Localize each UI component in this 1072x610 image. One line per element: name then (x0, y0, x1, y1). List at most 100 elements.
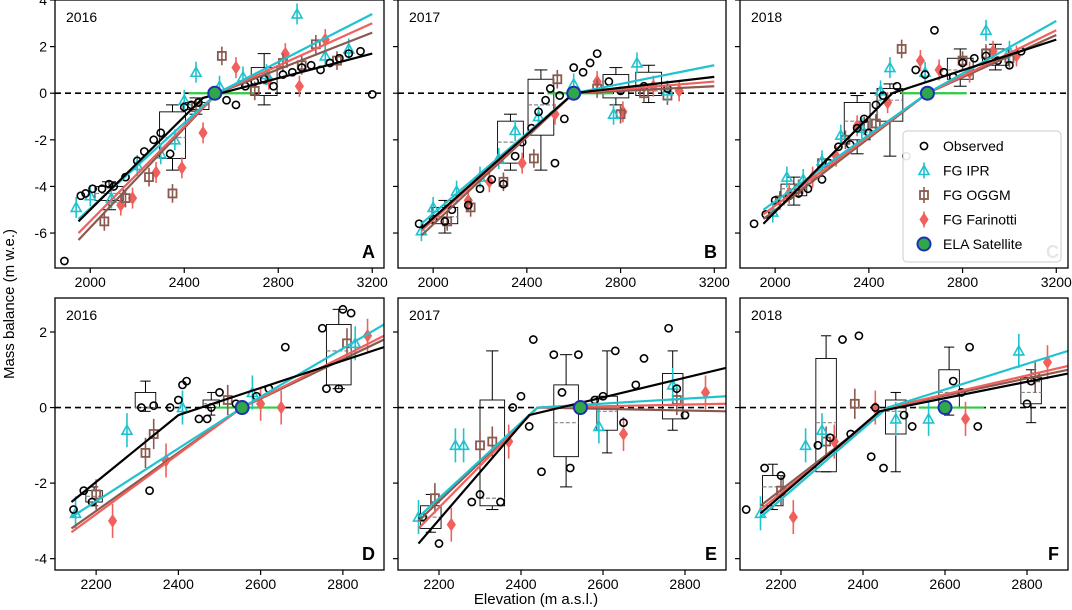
legend: Observed FG IPR FG OGGM FG Farinotti ELA Sat… (902, 130, 1062, 263)
panel-e: 2200 2400 2600 2800 2017 E (393, 297, 727, 592)
x-tick-label: 2800 (669, 576, 700, 592)
y-tick-label: 2 (39, 324, 47, 340)
plot-area (740, 331, 1068, 535)
oggm-point (487, 436, 498, 447)
observed-point (680, 410, 690, 420)
x-tick-label: 2400 (163, 576, 194, 592)
observed-point (969, 53, 979, 63)
observed-point (610, 346, 620, 356)
observed-point (69, 505, 78, 514)
observed-point (97, 184, 107, 194)
ela-satellite-marker (207, 85, 223, 101)
observed-point (109, 182, 119, 191)
x-tick-label: 2400 (853, 274, 884, 290)
x-tick-label: 2400 (169, 274, 200, 290)
observed-point (440, 216, 450, 226)
oggm-point (981, 48, 991, 59)
observed-point (899, 410, 909, 420)
observed-point (639, 354, 649, 363)
farinotti-point (198, 125, 208, 140)
legend-label: FG OGGM (943, 187, 1011, 203)
farinotti-point (1042, 355, 1053, 370)
observed-point (173, 395, 183, 405)
farinotti-point (618, 427, 629, 441)
observed-point (346, 308, 356, 318)
ipr-fit-line (759, 349, 1068, 518)
observed-point (549, 350, 559, 360)
x-tick-label: 2200 (765, 576, 796, 592)
observed-point (557, 388, 567, 397)
ipr-point (799, 438, 812, 451)
ipr-point (979, 23, 993, 36)
observed-point (193, 98, 203, 107)
farinotti-point (177, 160, 187, 175)
plot-area (398, 49, 726, 242)
observed-point (463, 200, 473, 210)
ipr-point (508, 123, 522, 136)
panel-year-label: 2017 (409, 9, 440, 25)
observed-point (475, 184, 485, 194)
observed-point (287, 67, 297, 77)
x-tick-label: 3200 (1041, 274, 1072, 290)
observed-point (920, 70, 930, 79)
x-tick-label: 2200 (81, 576, 112, 592)
legend-label: FG IPR (943, 163, 990, 179)
x-tick-label: 2600 (245, 576, 276, 592)
observed-point (317, 323, 327, 333)
observed-point (907, 422, 917, 431)
oggm-point (216, 51, 227, 61)
plot-area (398, 323, 726, 548)
x-tick-label: 2800 (605, 274, 636, 290)
observed-point (510, 151, 520, 161)
oggm-point (148, 429, 159, 439)
legend-marker-circle-open (919, 141, 929, 151)
oggm-point (957, 55, 968, 66)
oggm-fit-line (759, 368, 1068, 507)
oggm-point (91, 489, 102, 500)
x-tick-label: 2200 (423, 576, 454, 592)
box-body (527, 78, 555, 136)
box-body (159, 111, 186, 159)
farinotti-point (151, 165, 161, 180)
observed-point (499, 179, 508, 189)
observed-point (776, 471, 786, 480)
farinotti-fit-line (70, 334, 384, 534)
plot-area (740, 19, 1068, 229)
panel-letter: D (362, 544, 375, 564)
oggm-point (442, 216, 453, 227)
observed-point (278, 70, 288, 79)
observed-point (222, 95, 231, 105)
observed-fit-line (70, 346, 384, 503)
y-tick-label: 2 (39, 39, 47, 55)
legend-marker-circle-filled (916, 236, 932, 252)
observed-point (631, 380, 641, 390)
observed-point (825, 433, 835, 443)
observed-point (88, 184, 97, 194)
observed-point (60, 256, 69, 266)
x-tick-label: 2000 (418, 274, 449, 290)
observed-point (194, 414, 204, 424)
panel-frame (54, 297, 385, 571)
observed-point (852, 123, 862, 133)
legend-marker-square-open (919, 190, 929, 200)
observed-point (911, 65, 921, 75)
ipr-point (815, 423, 829, 436)
farinotti-point (276, 400, 286, 415)
oggm-point (475, 440, 485, 451)
ipr-point (607, 107, 620, 119)
oggm-point (528, 153, 539, 164)
observed-point (585, 58, 595, 68)
x-tick-label: 2800 (947, 274, 978, 290)
observed-point (165, 149, 175, 159)
observed-point (434, 539, 444, 548)
ipr-point (69, 200, 83, 213)
observed-point (79, 486, 89, 496)
legend-item: ELA Satellite (916, 236, 1023, 252)
observed-point (149, 401, 159, 411)
ipr-point (83, 189, 97, 201)
ipr-point (1012, 344, 1026, 356)
observed-point (569, 63, 579, 72)
x-tick-label: 2400 (505, 576, 536, 592)
observed-point (541, 95, 550, 105)
ela-satellite-marker (572, 400, 588, 416)
